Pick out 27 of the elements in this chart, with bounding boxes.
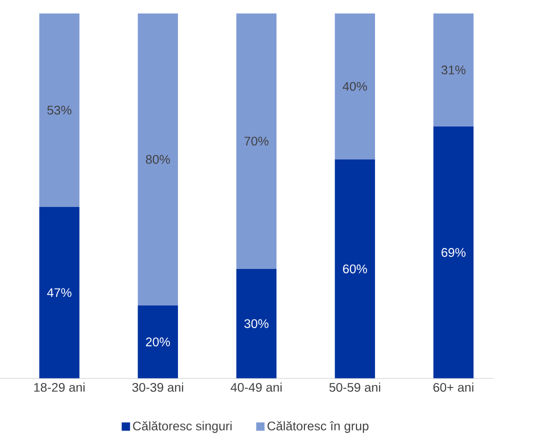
data-label: 47% [47, 288, 72, 298]
data-label: 53% [47, 106, 72, 115]
bar [334, 13, 376, 160]
data-label: 80% [146, 155, 170, 164]
x-tick-label: 40-49 ani [230, 382, 282, 392]
x-tick-label: 18-29 ani [34, 382, 85, 392]
data-label: 60% [343, 264, 367, 274]
bar [433, 126, 474, 378]
x-tick-label: 60+ ani [433, 382, 474, 392]
bar [39, 206, 80, 378]
data-label: 20% [146, 338, 170, 346]
bar [236, 13, 276, 269]
legend-label: Călătoresc în grup [268, 421, 368, 433]
bar [39, 13, 80, 207]
bar [334, 159, 376, 378]
bar [236, 268, 276, 378]
x-tick-label: 50-59 ani [329, 382, 380, 392]
bar [138, 305, 178, 378]
legend-label: Călătoresc singuri [133, 421, 232, 433]
data-label: 69% [442, 248, 466, 257]
bar [138, 13, 178, 306]
bar [433, 13, 474, 127]
data-label: 31% [441, 66, 466, 74]
data-label: 40% [342, 82, 367, 91]
x-tick-label: 30-39 ani [132, 382, 184, 392]
data-label: 30% [244, 319, 268, 328]
data-label: 70% [244, 136, 268, 146]
